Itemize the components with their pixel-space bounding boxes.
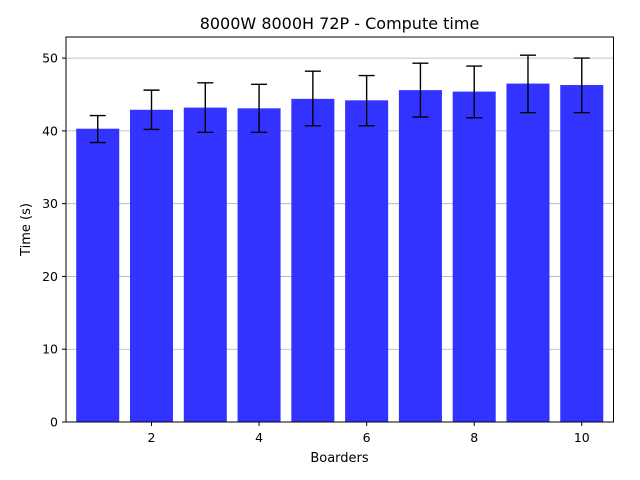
plot-frame: [65, 36, 614, 423]
y-tick-label: 50: [42, 51, 58, 66]
bar: [183, 107, 227, 423]
chart-title: 8000W 8000H 72P - Compute time: [200, 14, 480, 33]
y-tick-label: 30: [42, 196, 58, 211]
x-tick-label: 8: [470, 430, 478, 445]
x-tick-label: 4: [255, 430, 263, 445]
y-tick-label: 0: [50, 415, 58, 430]
bar: [291, 98, 335, 423]
y-axis-ticks: 0 10 20 30 40 50: [42, 51, 66, 430]
bar: [130, 109, 174, 422]
y-tick-label: 10: [42, 342, 58, 357]
x-tick-label: 6: [363, 430, 371, 445]
x-tick-label: 2: [148, 430, 156, 445]
y-tick-label: 20: [42, 269, 58, 284]
bar: [345, 100, 389, 423]
y-axis-label: Time (s): [19, 203, 34, 257]
bar: [452, 91, 496, 423]
error-bars: [89, 54, 590, 144]
bar: [237, 108, 281, 423]
x-axis-ticks: 2 4 6 8 10: [148, 422, 590, 445]
x-axis-label: Boarders: [310, 451, 369, 466]
bar: [398, 90, 442, 423]
bars: [76, 83, 604, 423]
y-tick-label: 40: [42, 123, 58, 138]
bar: [76, 128, 120, 422]
bar: [506, 83, 550, 422]
bar: [560, 85, 604, 422]
x-tick-label: 10: [574, 430, 590, 445]
